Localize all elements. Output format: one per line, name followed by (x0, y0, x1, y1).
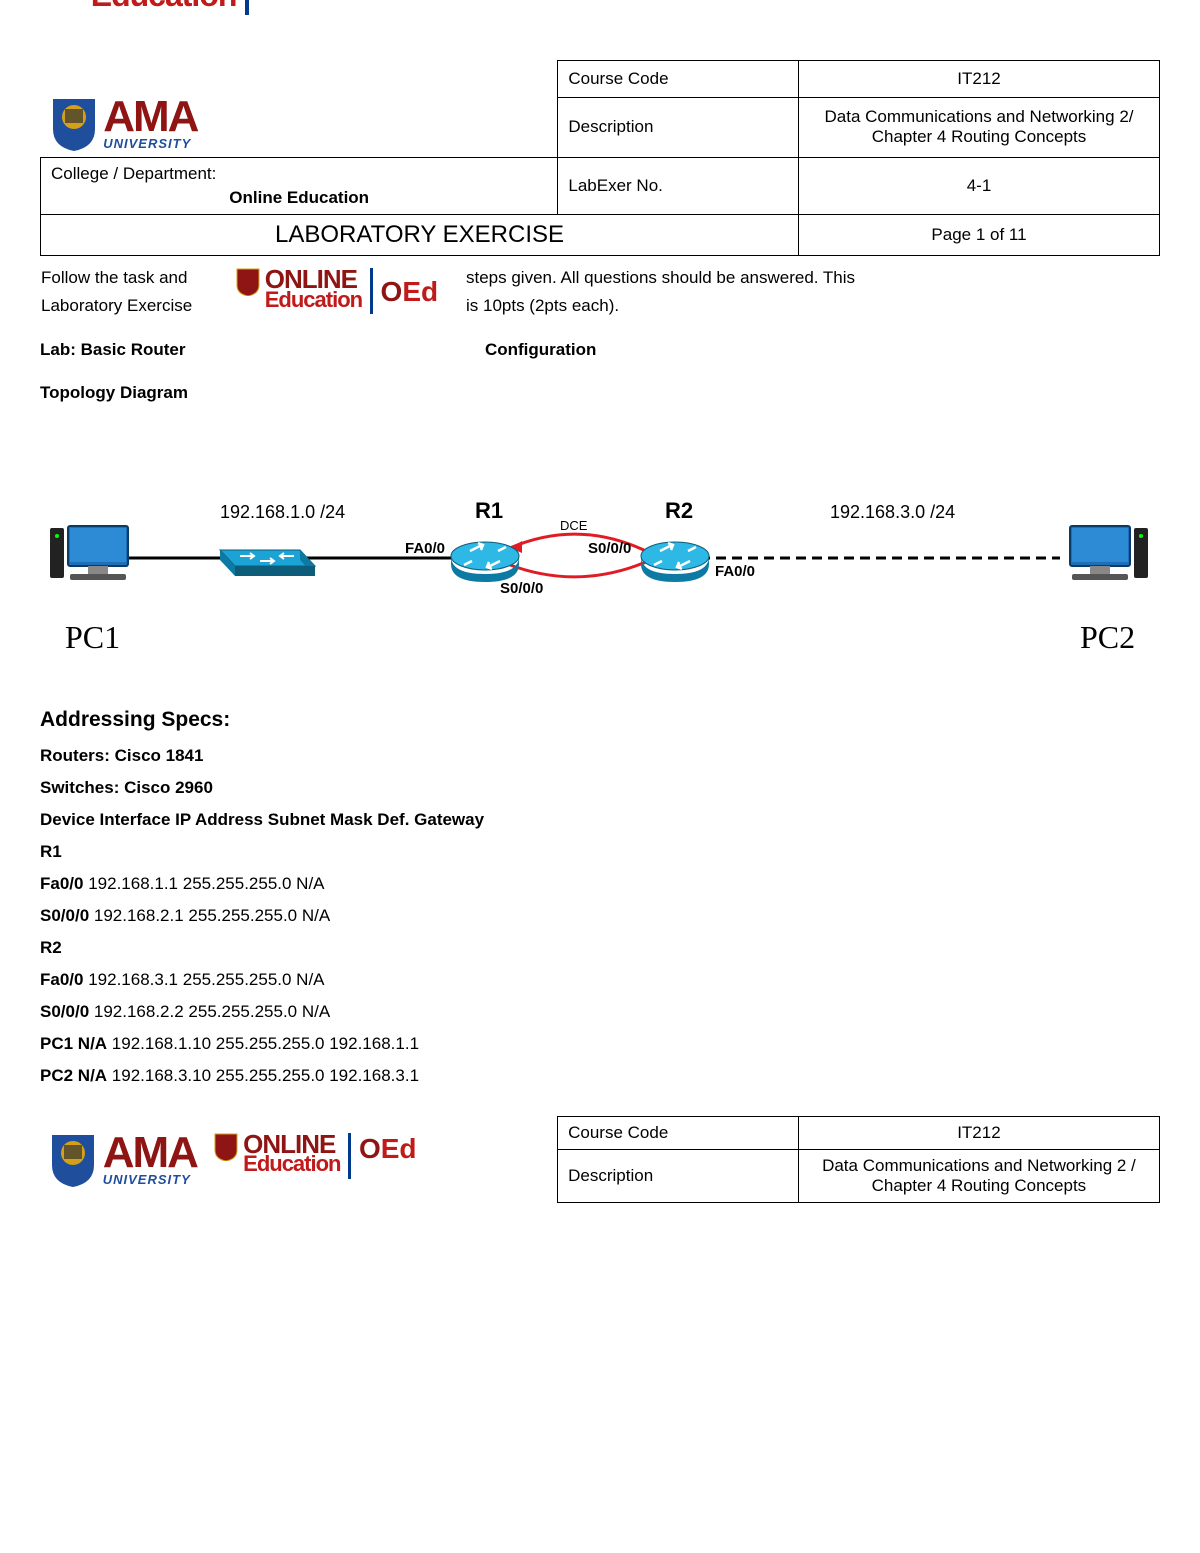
switch-icon (220, 550, 315, 576)
router-r1-icon (451, 542, 519, 582)
r1-label: R1 (475, 498, 503, 523)
net1-label: 192.168.1.0 /24 (220, 502, 345, 522)
footer-course-code-label: Course Code (558, 1117, 799, 1150)
topology-diagram: 192.168.1.0 /24 192.168.3.0 /24 R1 R2 FA… (40, 448, 1160, 668)
course-code-value: IT212 (799, 61, 1160, 98)
spec-row: S0/0/0 192.168.2.1 255.255.255.0 N/A (40, 906, 1160, 926)
footer-ama-logo: AMAUNIVERSITY (50, 1133, 197, 1187)
course-code-label: Course Code (558, 61, 799, 98)
r1-s000: S0/0/0 (500, 580, 543, 597)
pc1-label: PC1 (65, 619, 120, 655)
addressing-specs: Routers: Cisco 1841 Switches: Cisco 2960… (40, 746, 1160, 1086)
description-label: Description (558, 98, 799, 157)
pc1-icon (50, 526, 128, 580)
r1-fa00: FA0/0 (405, 540, 445, 557)
spec-row: PC1 N/A 192.168.1.10 255.255.255.0 192.1… (40, 1034, 1160, 1054)
labexer-label: LabExer No. (558, 157, 799, 214)
spec-row: PC2 N/A 192.168.3.10 255.255.255.0 192.1… (40, 1066, 1160, 1086)
spec-row: Fa0/0 192.168.1.1 255.255.255.0 N/A (40, 874, 1160, 894)
labexer-value: 4-1 (799, 157, 1160, 214)
addressing-heading: Addressing Specs: (40, 708, 1160, 732)
r2-s000: S0/0/0 (588, 540, 631, 557)
header-table: AMAUNIVERSITY Course Code IT212 Descript… (40, 60, 1160, 256)
page-info: Page 1 of 11 (799, 214, 1160, 255)
footer-online-logo: ONLINE Education OEd (214, 1149, 416, 1168)
footer-description: Data Communications and Networking 2 / C… (798, 1150, 1159, 1203)
online-education-logo: ONLINE Education OEd (40, 0, 346, 15)
description-value: Data Communications and Networking 2/ Ch… (799, 98, 1160, 157)
footer-description-label: Description (558, 1150, 799, 1203)
router-r2-icon (641, 542, 709, 582)
dce-label: DCE (560, 518, 588, 533)
r2-fa00: FA0/0 (715, 563, 755, 580)
lab-title: LABORATORY EXERCISE (41, 214, 799, 255)
footer-course-code: IT212 (798, 1117, 1159, 1150)
spec-row: R1 (40, 842, 1160, 862)
college-cell: College / Department: Online Education (41, 157, 558, 214)
intro-text: Follow the task andLaboratory Exercise O… (40, 262, 1160, 409)
spec-row: Fa0/0 192.168.3.1 255.255.255.0 N/A (40, 970, 1160, 990)
spec-row: R2 (40, 938, 1160, 958)
net2-label: 192.168.3.0 /24 (830, 502, 955, 522)
ama-university-logo: AMAUNIVERSITY (51, 97, 198, 151)
r2-label: R2 (665, 498, 693, 523)
pc2-label: PC2 (1080, 619, 1135, 655)
footer-table: AMAUNIVERSITY ONLINE Education OEd Cours… (40, 1116, 1160, 1203)
inline-logo: ONLINE Education OEd (236, 268, 438, 316)
spec-row: S0/0/0 192.168.2.2 255.255.255.0 N/A (40, 1002, 1160, 1022)
pc2-icon (1070, 526, 1148, 580)
